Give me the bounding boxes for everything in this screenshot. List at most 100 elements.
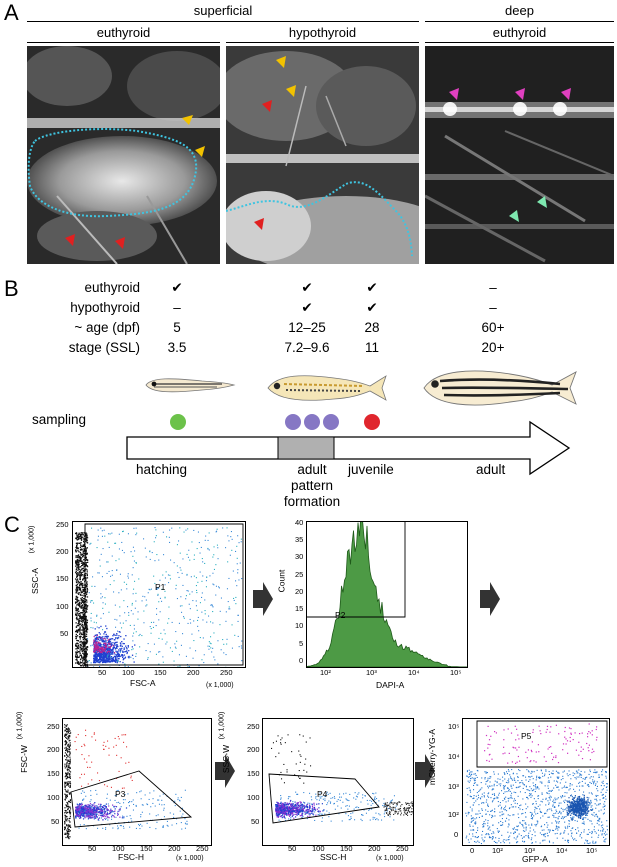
event-dot bbox=[66, 806, 68, 808]
event-dot bbox=[79, 560, 81, 562]
event-dot bbox=[231, 538, 233, 540]
event-dot bbox=[153, 643, 155, 645]
event-dot bbox=[282, 814, 284, 816]
event-dot bbox=[585, 839, 587, 841]
event-dot bbox=[198, 542, 200, 544]
y-tick: 40 bbox=[295, 518, 304, 527]
event-dot bbox=[83, 584, 85, 586]
event-dot bbox=[557, 826, 559, 828]
event-dot bbox=[348, 819, 350, 821]
event-dot bbox=[494, 780, 496, 782]
event-dot bbox=[92, 810, 95, 812]
event-dot bbox=[566, 792, 568, 794]
row-label: ~ age (dpf) bbox=[74, 320, 140, 335]
event-dot bbox=[83, 618, 86, 621]
event-dot bbox=[480, 843, 482, 845]
event-dot bbox=[226, 588, 228, 590]
event-dot bbox=[277, 802, 279, 805]
event-dot bbox=[304, 813, 306, 815]
event-dot bbox=[81, 604, 84, 606]
event-dot bbox=[82, 665, 84, 667]
event-dot bbox=[518, 817, 520, 819]
event-dot bbox=[168, 618, 170, 620]
magenta-arrowhead-icon bbox=[515, 88, 525, 100]
flow-plot-p4: P4 SSC-W (x 1,000) SSC-H (x 1,000) 250 2… bbox=[218, 700, 418, 866]
event-dot bbox=[77, 554, 80, 556]
event-dot bbox=[69, 826, 71, 828]
event-dot bbox=[83, 805, 85, 807]
event-dot bbox=[405, 802, 407, 804]
event-dot bbox=[83, 548, 85, 550]
event-dot bbox=[92, 576, 94, 578]
event-dot bbox=[128, 761, 130, 763]
event-dot bbox=[79, 643, 82, 646]
event-dot bbox=[83, 629, 85, 631]
event-dot bbox=[76, 599, 78, 601]
event-dot bbox=[88, 813, 90, 815]
event-dot bbox=[156, 821, 158, 823]
event-dot bbox=[388, 812, 390, 814]
event-dot bbox=[142, 595, 144, 597]
event-dot bbox=[201, 596, 203, 598]
event-dot bbox=[85, 584, 87, 586]
event-dot bbox=[90, 794, 92, 796]
event-dot bbox=[330, 797, 332, 799]
event-dot bbox=[349, 793, 351, 795]
event-dot bbox=[108, 651, 110, 653]
event-dot bbox=[164, 633, 166, 635]
event-dot bbox=[186, 573, 188, 575]
event-dot bbox=[514, 799, 516, 801]
event-dot bbox=[286, 771, 288, 773]
event-dot bbox=[103, 809, 105, 811]
event-dot bbox=[132, 546, 134, 548]
event-dot bbox=[540, 770, 542, 772]
event-dot bbox=[98, 812, 100, 814]
event-dot bbox=[82, 807, 84, 809]
event-dot bbox=[86, 559, 89, 561]
event-dot bbox=[79, 807, 81, 809]
event-dot bbox=[293, 805, 295, 807]
event-dot bbox=[123, 817, 125, 819]
adult-fish-illustration bbox=[423, 370, 577, 406]
event-dot bbox=[157, 799, 159, 801]
event-dot bbox=[318, 799, 320, 801]
event-dot bbox=[510, 804, 512, 806]
event-dot bbox=[541, 834, 543, 836]
event-dot bbox=[529, 779, 531, 781]
event-dot bbox=[140, 823, 142, 825]
event-dot bbox=[582, 818, 584, 820]
event-dot bbox=[82, 629, 84, 631]
event-dot bbox=[275, 814, 277, 816]
event-dot bbox=[64, 786, 66, 789]
cell: 60+ bbox=[481, 320, 505, 335]
event-dot bbox=[75, 588, 77, 590]
event-dot bbox=[106, 809, 108, 811]
event-dot bbox=[110, 809, 112, 811]
event-dot bbox=[77, 569, 79, 571]
event-dot bbox=[80, 792, 82, 794]
event-dot bbox=[102, 548, 104, 550]
event-dot bbox=[77, 556, 79, 559]
event-dot bbox=[87, 808, 89, 810]
event-dot bbox=[68, 743, 70, 745]
y-axis-label: SSC-W bbox=[221, 744, 232, 774]
event-dot bbox=[277, 808, 279, 811]
event-dot bbox=[468, 773, 470, 775]
event-dot bbox=[149, 589, 151, 591]
event-dot bbox=[67, 766, 70, 768]
event-dot bbox=[511, 779, 513, 781]
event-dot bbox=[535, 825, 537, 827]
event-dot bbox=[78, 555, 81, 558]
event-dot bbox=[105, 745, 107, 747]
event-dot bbox=[557, 781, 559, 783]
cell: – bbox=[489, 280, 497, 295]
event-dot bbox=[154, 560, 156, 562]
event-dot bbox=[513, 814, 515, 816]
event-dot bbox=[195, 600, 197, 602]
event-dot bbox=[530, 796, 532, 798]
event-dot bbox=[81, 554, 83, 556]
event-dot bbox=[76, 635, 79, 637]
event-dot bbox=[111, 638, 114, 640]
event-dot bbox=[112, 810, 114, 812]
event-dot bbox=[146, 822, 148, 824]
